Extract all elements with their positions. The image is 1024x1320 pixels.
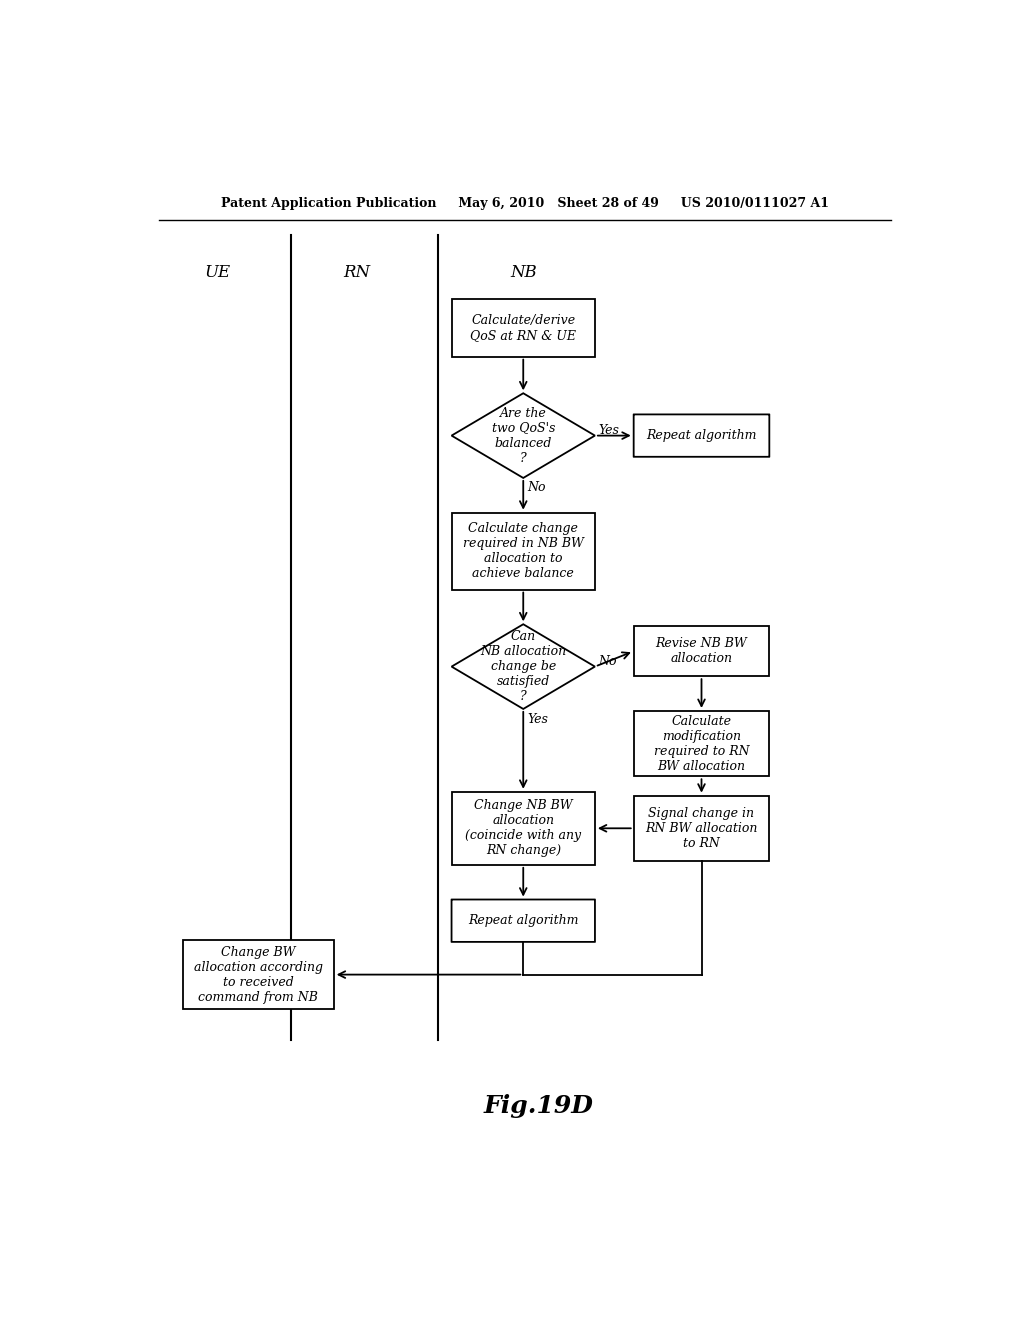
FancyBboxPatch shape [634, 711, 769, 776]
FancyBboxPatch shape [634, 626, 769, 676]
Text: Calculate
modification
required to RN
BW allocation: Calculate modification required to RN BW… [653, 714, 750, 772]
Text: Patent Application Publication     May 6, 2010   Sheet 28 of 49     US 2010/0111: Patent Application Publication May 6, 20… [221, 197, 828, 210]
FancyBboxPatch shape [452, 792, 595, 865]
Text: Change NB BW
allocation
(coincide with any
RN change): Change NB BW allocation (coincide with a… [465, 800, 582, 857]
Text: UE: UE [204, 264, 230, 281]
Polygon shape [452, 624, 595, 709]
FancyBboxPatch shape [452, 298, 595, 356]
FancyBboxPatch shape [634, 414, 769, 457]
Text: No: No [598, 656, 616, 668]
FancyBboxPatch shape [182, 940, 334, 1010]
Text: Repeat algorithm: Repeat algorithm [468, 915, 579, 927]
Text: Yes: Yes [527, 713, 548, 726]
Text: Yes: Yes [598, 425, 618, 437]
Text: NB: NB [510, 264, 537, 281]
Text: Fig.19D: Fig.19D [483, 1093, 594, 1118]
Text: Signal change in
RN BW allocation
to RN: Signal change in RN BW allocation to RN [645, 807, 758, 850]
Text: Change BW
allocation according
to received
command from NB: Change BW allocation according to receiv… [194, 945, 323, 1003]
FancyBboxPatch shape [452, 899, 595, 942]
Text: No: No [527, 480, 546, 494]
Text: Revise NB BW
allocation: Revise NB BW allocation [655, 638, 748, 665]
Text: Repeat algorithm: Repeat algorithm [646, 429, 757, 442]
FancyBboxPatch shape [634, 796, 769, 861]
Text: Can
NB allocation
change be
satisfied
?: Can NB allocation change be satisfied ? [480, 630, 566, 704]
Text: Calculate/derive
QoS at RN & UE: Calculate/derive QoS at RN & UE [470, 314, 577, 342]
Polygon shape [452, 393, 595, 478]
Text: Calculate change
required in NB BW
allocation to
achieve balance: Calculate change required in NB BW alloc… [463, 523, 584, 579]
Text: RN: RN [343, 264, 370, 281]
Text: Are the
two QoS's
balanced
?: Are the two QoS's balanced ? [492, 407, 555, 465]
FancyBboxPatch shape [452, 512, 595, 590]
